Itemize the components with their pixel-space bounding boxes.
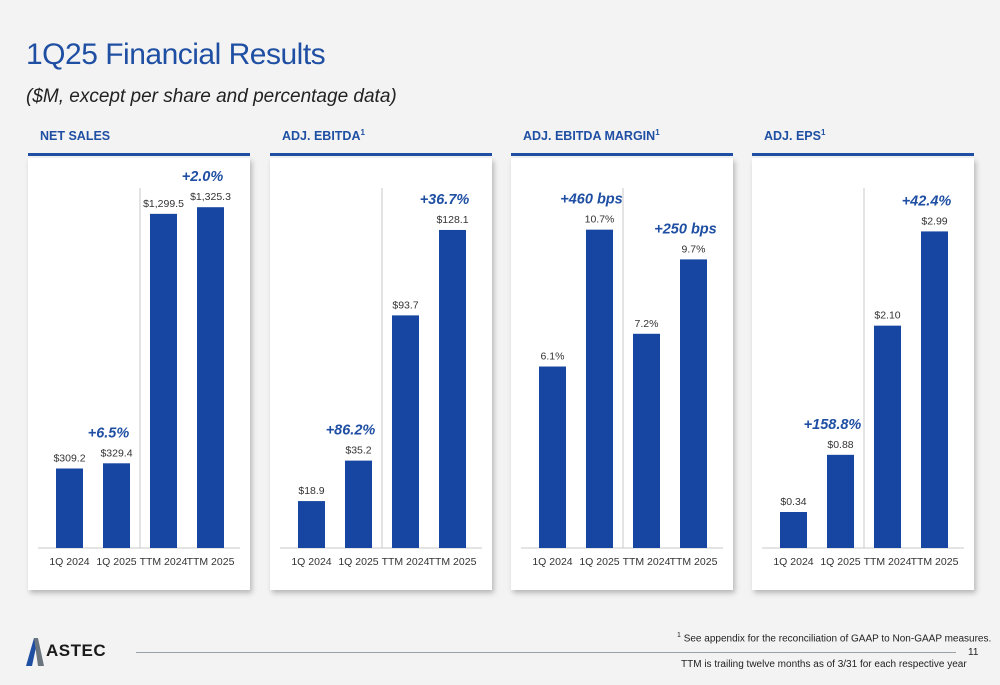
growth-annotation: +2.0%	[182, 169, 224, 185]
bar	[874, 325, 901, 548]
data-label: $329.4	[100, 447, 132, 459]
x-tick-label: TTM 2024	[623, 556, 671, 568]
chart-svg: $0.34 1Q 2024 $0.88 1Q 2025 $2.10 TTM 2024 $2.…	[762, 188, 964, 568]
panel-header-adj-ebitda-margin: ADJ. EBITDA MARGIN1	[511, 128, 733, 156]
panel-title: NET SALES	[40, 129, 111, 144]
bar	[103, 463, 130, 548]
growth-annotation: +158.8%	[804, 417, 862, 433]
chart-panel-adj-ebitda: $18.9 1Q 2024 $35.2 1Q 2025 $93.7 TTM 2024 $12…	[270, 158, 492, 590]
chart-panel-adj-eps: $0.34 1Q 2024 $0.88 1Q 2025 $2.10 TTM 2024 $2.…	[752, 158, 974, 590]
growth-annotation: +42.4%	[902, 193, 952, 209]
x-tick-label: 1Q 2024	[291, 556, 331, 568]
x-tick-label: 1Q 2025	[820, 556, 860, 568]
panel-title-sup: 1	[820, 128, 826, 137]
bar	[56, 468, 83, 548]
data-label: 6.1%	[541, 351, 565, 363]
chart-panel-net-sales: $309.2 1Q 2024 $329.4 1Q 2025 $1,299.5 TTM 20…	[28, 158, 250, 590]
panel-title-sup: 1	[655, 128, 660, 137]
page-number: 11	[968, 647, 979, 658]
x-tick-label: 1Q 2025	[579, 556, 619, 568]
bar	[921, 231, 948, 548]
page-subtitle: ($M, except per share and percentage dat…	[26, 86, 397, 107]
growth-annotation: +250 bps	[654, 221, 716, 237]
data-label: $0.34	[780, 496, 806, 508]
data-label: 9.7%	[682, 243, 706, 255]
data-label: $2.10	[874, 310, 900, 322]
growth-annotation: +36.7%	[420, 192, 470, 208]
x-tick-label: TTM 2024	[140, 556, 188, 568]
data-label: $0.88	[827, 439, 853, 451]
data-label: $128.1	[436, 214, 468, 226]
page-title: 1Q25 Financial Results	[26, 38, 326, 71]
bar	[539, 366, 566, 548]
panel-title: ADJ. EPS	[764, 129, 821, 144]
bar	[780, 512, 807, 548]
x-tick-label: TTM 2025	[670, 556, 718, 568]
x-tick-label: TTM 2025	[429, 556, 477, 568]
bar	[150, 213, 177, 548]
data-label: $93.7	[392, 299, 418, 311]
chart-svg: 6.1% 1Q 2024 10.7% 1Q 2025 7.2% TTM 2024 9.7% T…	[521, 188, 723, 568]
x-tick-label: 1Q 2025	[96, 556, 136, 568]
x-tick-label: TTM 2024	[864, 556, 912, 568]
x-tick-label: TTM 2025	[911, 556, 959, 568]
bar	[827, 454, 854, 548]
data-label: $1,299.5	[143, 198, 184, 210]
panel-header-adj-eps: ADJ. EPS1	[752, 128, 974, 156]
chart-svg: $309.2 1Q 2024 $329.4 1Q 2025 $1,299.5 TTM 20…	[38, 169, 240, 568]
x-tick-label: 1Q 2024	[49, 556, 89, 568]
footnote-sup: 1	[677, 632, 681, 639]
footer-divider	[136, 652, 956, 653]
bar	[197, 207, 224, 549]
bar	[680, 259, 707, 548]
panel-title-sup: 1	[360, 128, 365, 137]
astec-logo-mark-icon	[26, 638, 44, 666]
growth-annotation: +6.5%	[88, 425, 130, 441]
panel-header-adj-ebitda: ADJ. EBITDA1	[270, 128, 492, 156]
bar	[345, 460, 372, 548]
growth-annotation: +460 bps	[560, 192, 622, 208]
bar	[586, 229, 613, 548]
data-label: 7.2%	[635, 318, 659, 330]
x-tick-label: 1Q 2025	[338, 556, 378, 568]
data-label: $18.9	[298, 485, 324, 497]
data-label: $309.2	[53, 452, 85, 464]
panel-title: ADJ. EBITDA MARGIN	[523, 129, 656, 144]
growth-annotation: +86.2%	[326, 423, 376, 439]
data-label: $1,325.3	[190, 191, 231, 203]
x-tick-label: TTM 2025	[187, 556, 235, 568]
bar	[392, 315, 419, 548]
bar	[298, 501, 325, 548]
panel-title: ADJ. EBITDA	[282, 129, 361, 144]
astec-logo: ASTEC	[26, 636, 136, 666]
data-label: $35.2	[345, 445, 371, 457]
chart-svg: $18.9 1Q 2024 $35.2 1Q 2025 $93.7 TTM 2024 $12…	[280, 188, 482, 568]
x-tick-label: TTM 2024	[382, 556, 430, 568]
chart-panel-adj-ebitda-margin: 6.1% 1Q 2024 10.7% 1Q 2025 7.2% TTM 2024 9.7% T…	[511, 158, 733, 590]
x-tick-label: 1Q 2024	[532, 556, 572, 568]
bar	[633, 333, 660, 548]
data-label: 10.7%	[585, 214, 615, 226]
data-label: $2.99	[921, 215, 947, 227]
footnote-gaap: 1 See appendix for the reconciliation of…	[677, 632, 991, 644]
x-tick-label: 1Q 2024	[773, 556, 813, 568]
logo-text: ASTEC	[46, 641, 107, 660]
bar	[439, 229, 466, 548]
footnote-ttm: TTM is trailing twelve months as of 3/31…	[681, 659, 967, 670]
panel-header-net-sales: NET SALES	[28, 128, 250, 156]
footnote-text: See appendix for the reconciliation of G…	[683, 633, 992, 645]
